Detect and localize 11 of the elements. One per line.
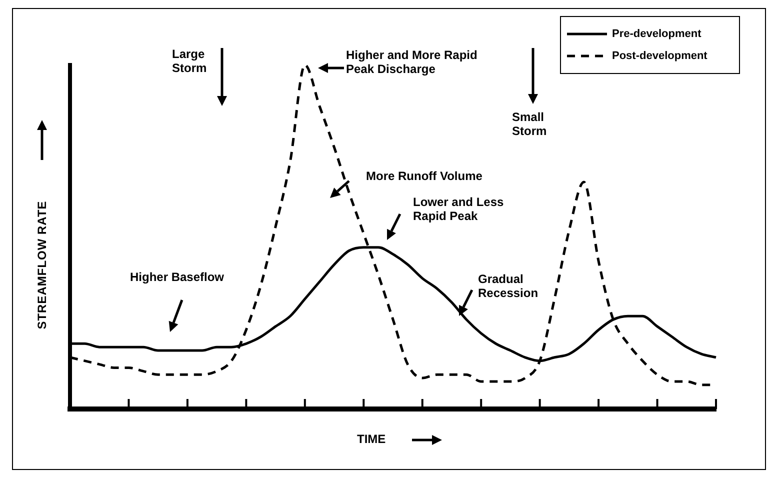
annotation: Lower and Less Rapid Peak	[413, 195, 505, 223]
annotation: Higher Baseflow	[130, 270, 226, 284]
y-axis-title: STREAMFLOW RATE	[35, 200, 49, 330]
annotation: Small Storm	[512, 110, 548, 138]
legend-label: Post-development	[612, 50, 708, 62]
annotation: More Runoff Volume	[366, 169, 484, 183]
annotation: Higher and More Rapid Peak Discharge	[346, 48, 478, 76]
legend-label: Pre-development	[612, 28, 702, 40]
annotation: Gradual Recession	[478, 272, 540, 300]
annotation: Large Storm	[172, 47, 208, 75]
x-axis-title: TIME	[357, 432, 386, 446]
